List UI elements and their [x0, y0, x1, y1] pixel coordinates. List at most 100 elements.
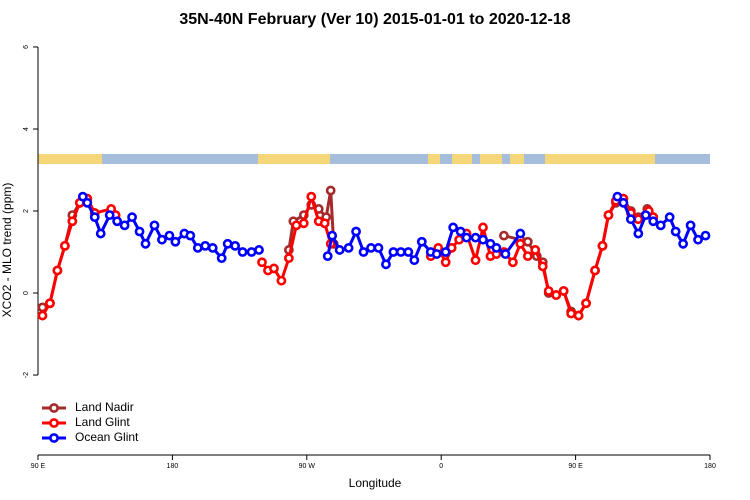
legend-marker — [49, 433, 59, 443]
data-point — [581, 298, 591, 309]
y-tick-label: -2 — [23, 372, 30, 378]
data-point — [409, 255, 420, 266]
data-point — [448, 222, 459, 233]
legend-label: Land Nadir — [75, 400, 134, 414]
data-point — [119, 220, 130, 231]
data-point — [537, 261, 548, 272]
data-point — [157, 234, 167, 245]
data-point — [52, 265, 63, 276]
legend-marker — [49, 403, 59, 413]
data-point — [59, 240, 70, 251]
data-point — [440, 247, 451, 257]
y-tick-label: 6 — [23, 45, 30, 49]
data-point — [134, 226, 145, 237]
data-point — [254, 245, 264, 255]
data-point — [381, 259, 391, 270]
data-point — [543, 286, 554, 296]
data-point — [403, 247, 414, 257]
data-point — [170, 236, 181, 247]
data-point — [478, 222, 488, 233]
data-point — [470, 232, 481, 243]
data-point — [276, 275, 287, 286]
data-point — [257, 257, 267, 268]
x-tick-label: 180 — [167, 463, 179, 470]
data-point — [590, 265, 600, 276]
data-point — [373, 243, 384, 253]
data-point — [478, 234, 488, 245]
data-point — [573, 310, 584, 321]
data-point — [470, 255, 481, 266]
data-point — [358, 247, 369, 257]
data-point — [522, 236, 533, 247]
data-point — [455, 226, 466, 237]
data-point — [431, 249, 442, 259]
data-point — [89, 212, 100, 223]
data-point — [192, 243, 203, 253]
data-point — [625, 214, 636, 225]
data-point — [207, 243, 218, 253]
data-point — [149, 220, 160, 231]
data-point — [603, 210, 614, 221]
data-point — [246, 247, 257, 257]
legend-marker — [49, 418, 59, 428]
data-point — [222, 238, 233, 249]
series-line — [41, 197, 117, 317]
y-tick-label: 4 — [23, 127, 30, 131]
data-point — [200, 240, 211, 251]
x-tick-label: 180 — [704, 463, 716, 470]
data-point — [164, 230, 175, 241]
data-point — [395, 247, 406, 257]
data-point — [325, 185, 336, 196]
data-point — [45, 298, 55, 309]
data-point — [461, 232, 472, 243]
data-point — [216, 253, 227, 264]
data-point — [298, 218, 309, 229]
data-point — [416, 236, 427, 247]
data-point — [618, 197, 629, 208]
data-point — [670, 226, 681, 237]
data-point — [551, 290, 562, 300]
x-tick-label: 0 — [439, 463, 443, 470]
data-point — [343, 243, 354, 253]
data-point — [269, 263, 279, 274]
data-point — [655, 220, 666, 231]
data-point — [237, 247, 248, 257]
land-ocean-strip — [38, 154, 710, 164]
data-point — [67, 216, 78, 227]
data-point — [327, 230, 338, 241]
data-point — [700, 230, 711, 241]
data-point — [685, 220, 696, 231]
data-point — [664, 212, 675, 223]
data-point — [640, 210, 651, 221]
y-tick-label: 0 — [23, 291, 30, 295]
legend-label: Land Glint — [75, 415, 130, 429]
data-point — [322, 251, 333, 262]
data-point — [491, 243, 502, 253]
data-point — [283, 253, 294, 264]
data-point — [500, 249, 511, 259]
data-point — [612, 191, 623, 202]
x-tick-label: 90 E — [568, 463, 583, 470]
data-point — [515, 238, 526, 249]
data-point — [648, 216, 659, 227]
data-point — [558, 286, 569, 296]
data-point — [678, 238, 689, 249]
data-point — [104, 210, 115, 221]
data-point — [185, 230, 196, 241]
data-point — [140, 238, 151, 249]
data-point — [319, 218, 330, 229]
legend-label: Ocean Glint — [75, 430, 139, 444]
data-point — [530, 245, 541, 255]
data-point — [633, 228, 644, 239]
data-point — [291, 220, 302, 231]
data-point — [633, 214, 644, 225]
data-point — [37, 310, 48, 321]
data-point — [112, 216, 123, 227]
data-point — [230, 240, 241, 251]
data-point — [82, 197, 93, 208]
data-point — [499, 230, 509, 241]
chart-title: 35N-40N February (Ver 10) 2015-01-01 to … — [179, 11, 570, 28]
data-point — [507, 257, 518, 268]
